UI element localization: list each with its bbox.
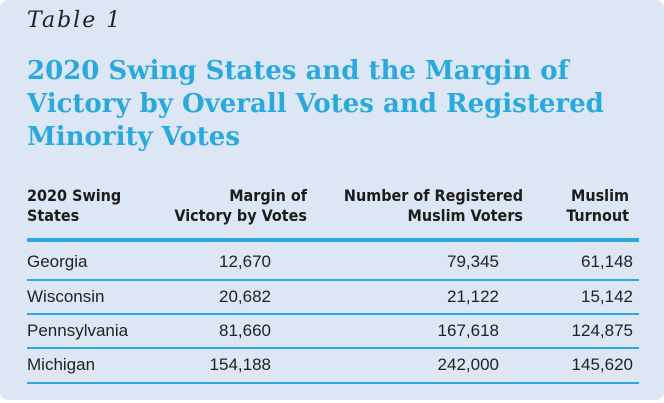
table-row: Georgia 12,670 79,345 61,148 <box>27 245 639 278</box>
cell-margin: 154,188 <box>209 355 271 374</box>
row-divider <box>27 313 639 315</box>
cell-registered: 21,122 <box>447 287 499 306</box>
cell-turnout: 15,142 <box>581 287 633 306</box>
cell-registered: 242,000 <box>437 355 499 374</box>
column-header-margin: Margin of Victory by Votes <box>167 186 307 226</box>
cell-registered: 79,345 <box>447 252 499 271</box>
column-header-line: Turnout <box>566 206 629 225</box>
data-table: 2020 Swing States Margin of Victory by V… <box>27 186 639 384</box>
column-header-line: Number of Registered <box>343 186 523 205</box>
header-divider <box>27 238 639 242</box>
column-header-line: Victory by Votes <box>174 206 307 225</box>
cell-margin: 81,660 <box>219 321 271 340</box>
cell-turnout: 145,620 <box>571 355 633 374</box>
column-header-line: Muslim Voters <box>407 206 524 225</box>
column-header-turnout: Muslim Turnout <box>527 186 629 226</box>
column-header-line: 2020 Swing <box>27 186 122 205</box>
table-header: 2020 Swing States Margin of Victory by V… <box>27 186 639 236</box>
row-divider <box>27 382 639 384</box>
cell-state: Wisconsin <box>27 287 105 306</box>
column-header-line: Muslim <box>570 186 629 205</box>
table-row: Michigan 154,188 242,000 145,620 <box>27 348 639 381</box>
table-title: 2020 Swing States and the Margin of Vict… <box>27 56 604 152</box>
column-header-state: 2020 Swing States <box>27 186 121 226</box>
table-row: Wisconsin 20,682 21,122 15,142 <box>27 280 639 313</box>
cell-state: Pennsylvania <box>27 321 129 340</box>
cell-margin: 20,682 <box>219 287 271 306</box>
column-header-line: States <box>27 206 80 225</box>
cell-turnout: 124,875 <box>571 321 633 340</box>
cell-margin: 12,670 <box>219 252 271 271</box>
cell-state: Michigan <box>27 355 96 374</box>
column-header-line: Margin of <box>229 186 307 205</box>
cell-state: Georgia <box>27 252 88 271</box>
row-divider <box>27 347 639 349</box>
column-header-registered: Number of Registered Muslim Voters <box>327 186 523 226</box>
cell-registered: 167,618 <box>437 321 499 340</box>
table-row: Pennsylvania 81,660 167,618 124,875 <box>27 314 639 347</box>
table-number-label: Table 1 <box>27 8 123 33</box>
cell-turnout: 61,148 <box>581 252 633 271</box>
row-divider <box>27 279 639 281</box>
